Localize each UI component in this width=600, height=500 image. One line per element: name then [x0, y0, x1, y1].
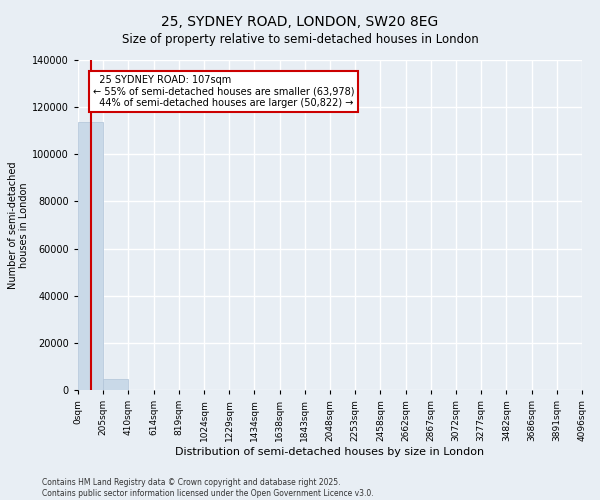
Text: Size of property relative to semi-detached houses in London: Size of property relative to semi-detach…	[122, 32, 478, 46]
X-axis label: Distribution of semi-detached houses by size in London: Distribution of semi-detached houses by …	[175, 446, 485, 456]
Text: Contains HM Land Registry data © Crown copyright and database right 2025.
Contai: Contains HM Land Registry data © Crown c…	[42, 478, 374, 498]
Bar	[103, 378, 128, 390]
Text: 25 SYDNEY ROAD: 107sqm
← 55% of semi-detached houses are smaller (63,978)
  44% : 25 SYDNEY ROAD: 107sqm ← 55% of semi-det…	[93, 75, 355, 108]
Bar	[78, 122, 103, 390]
Text: 25, SYDNEY ROAD, LONDON, SW20 8EG: 25, SYDNEY ROAD, LONDON, SW20 8EG	[161, 15, 439, 29]
Y-axis label: Number of semi-detached
houses in London: Number of semi-detached houses in London	[8, 161, 29, 289]
